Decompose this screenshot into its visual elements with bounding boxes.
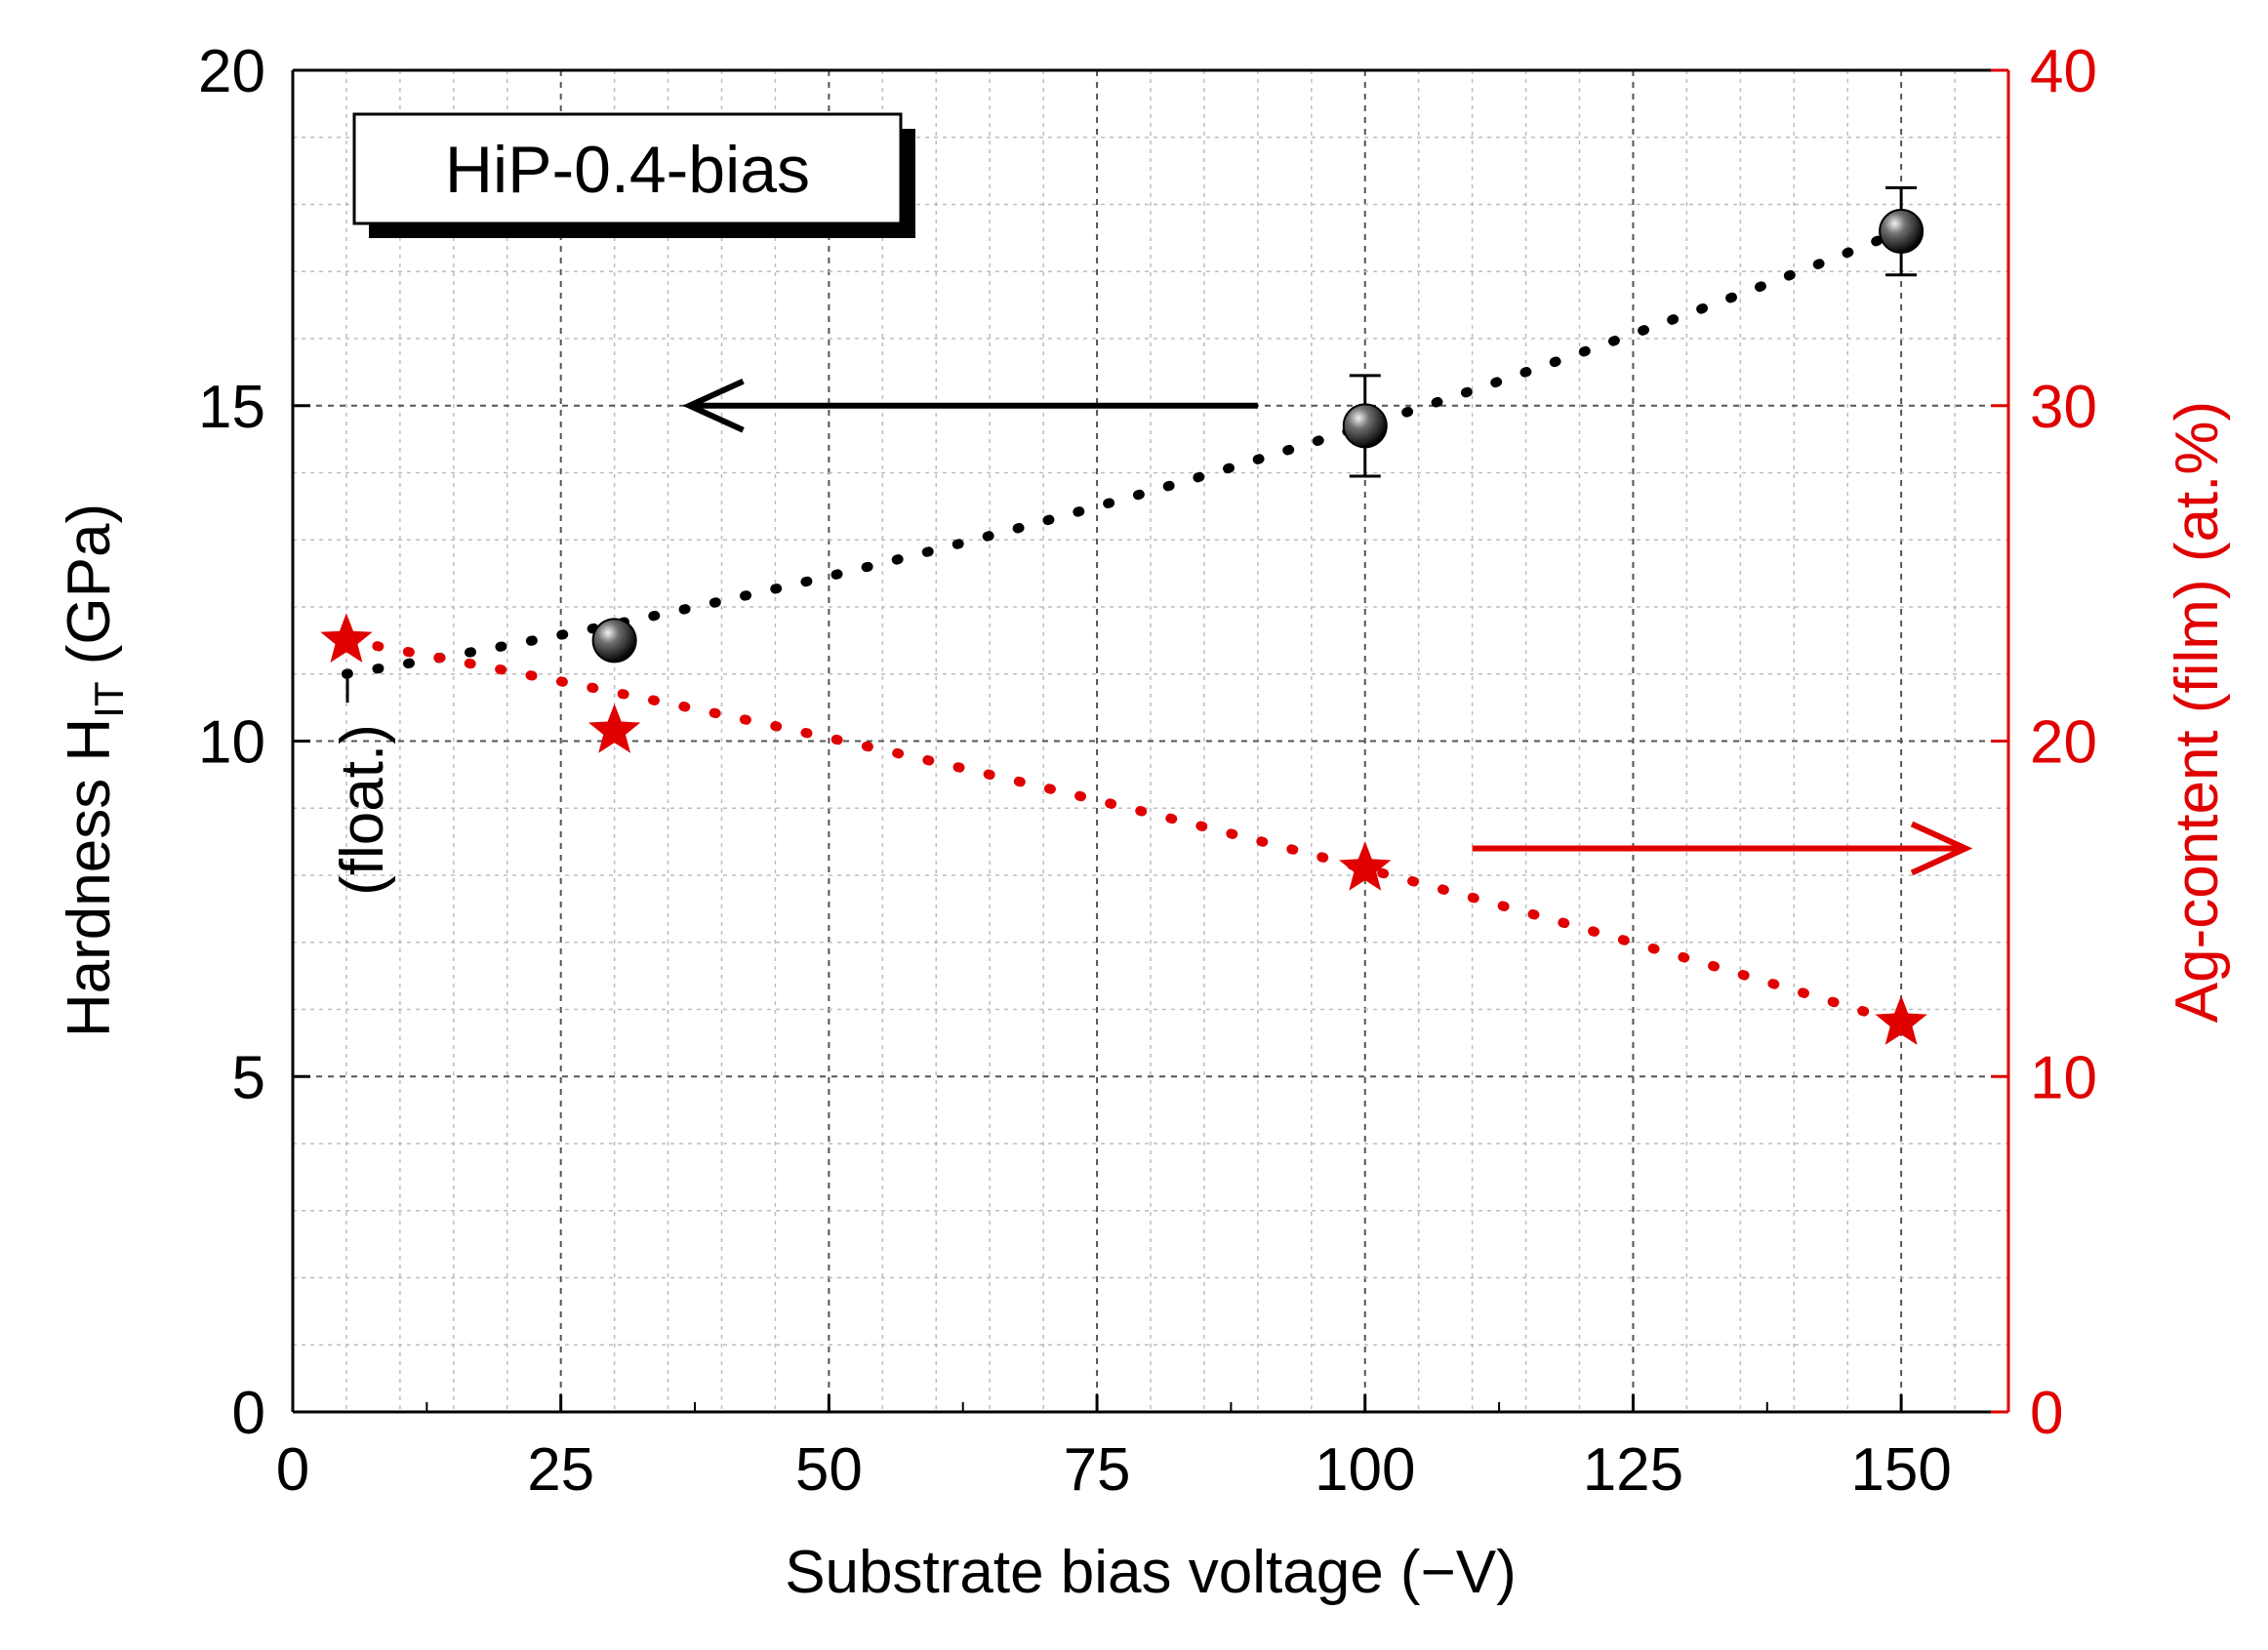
x-tick-label: 0 — [276, 1436, 309, 1504]
y-axis-left-title: Hardness HIT (GPa) — [56, 503, 132, 1037]
y-left-title-sub: IT — [86, 681, 132, 717]
hardness-point — [1342, 403, 1388, 449]
x-tick-label: 50 — [795, 1436, 863, 1504]
y-right-tick-label: 10 — [2030, 1044, 2097, 1111]
data-markers — [320, 185, 1927, 1045]
y-left-tick-label: 10 — [198, 709, 265, 777]
ag-point — [320, 613, 373, 663]
float-annotation: (float.) — [329, 724, 396, 896]
arrow-head — [682, 379, 745, 433]
hardness-point — [591, 618, 637, 664]
x-tick-label: 25 — [527, 1436, 594, 1504]
grid-lines — [293, 70, 2008, 1412]
x-tick-label: 125 — [1583, 1436, 1683, 1504]
y-axis-right-title: Ag-content (film) (at.%) — [2164, 401, 2231, 1023]
x-tick-label: 75 — [1064, 1436, 1131, 1504]
y-right-tick-label: 40 — [2030, 38, 2097, 105]
y-left-tick-label: 15 — [198, 374, 265, 441]
trend-line — [341, 226, 1907, 679]
y-left-tick-label: 5 — [232, 1044, 265, 1111]
arrow-head — [1910, 821, 1973, 876]
direction-arrows — [682, 379, 1973, 876]
ag-point — [588, 704, 641, 753]
y-left-title-unit: (GPa) — [56, 503, 123, 682]
hardness-point — [1879, 209, 1924, 254]
ag-point — [1339, 841, 1392, 891]
legend-box: HiP-0.4-bias — [352, 112, 915, 238]
y-right-tick-label: 30 — [2030, 374, 2097, 441]
y-left-tick-label: 20 — [198, 38, 265, 105]
ag-point — [1875, 995, 1927, 1045]
y-left-tick-label: 0 — [232, 1380, 265, 1447]
x-axis-title: Substrate bias voltage (−V) — [785, 1539, 1517, 1606]
y-right-tick-label: 0 — [2030, 1380, 2063, 1447]
tick-labels: 0 25 50 75 100 125 150 0 5 10 15 20 0 10 20 30 40 — [198, 38, 2097, 1504]
legend-box-text: HiP-0.4-bias — [445, 133, 810, 207]
y-left-title-main: Hardness H — [56, 718, 123, 1037]
legend-box-frame — [352, 112, 903, 225]
x-tick-label: 100 — [1315, 1436, 1415, 1504]
trend-lines — [341, 226, 1907, 1028]
y-right-tick-label: 20 — [2030, 709, 2097, 777]
x-tick-label: 150 — [1850, 1436, 1951, 1504]
